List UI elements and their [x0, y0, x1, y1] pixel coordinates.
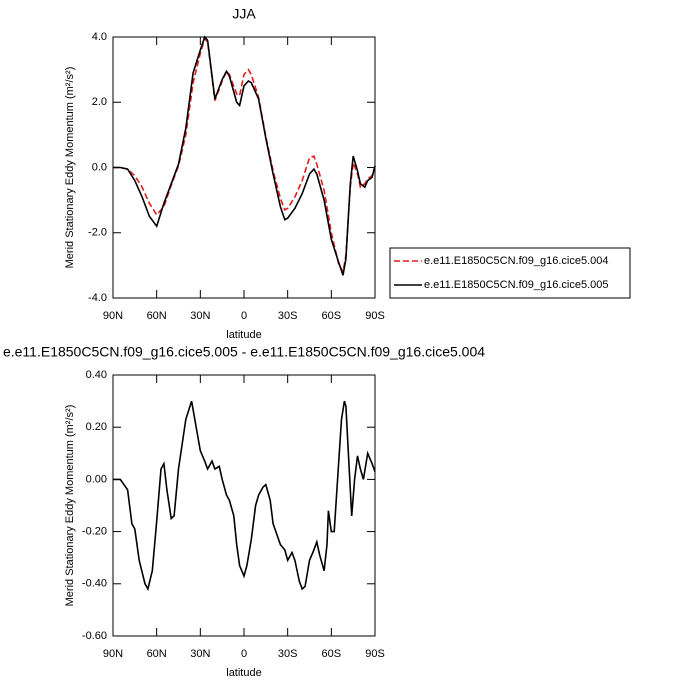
x-tick-label: 90S: [365, 648, 385, 660]
y-tick-label: -4.0: [88, 292, 107, 304]
legend-box: [389, 247, 631, 299]
y-tick-label: 0.0: [92, 161, 107, 173]
plot-frame: [112, 36, 376, 299]
y-tick-label: 0.40: [86, 369, 107, 381]
x-tick-label: 30S: [278, 310, 298, 322]
y-tick-label: 2.0: [92, 96, 107, 108]
x-tick-label: 60N: [147, 648, 167, 660]
x-axis-label: latitude: [226, 329, 261, 341]
x-tick-label: 30S: [278, 648, 298, 660]
y-tick-label: -0.60: [82, 630, 107, 642]
x-axis-label: latitude: [226, 667, 261, 679]
chart-title: JJA: [232, 6, 256, 22]
legend-label: e.e11.E1850C5CN.f09_g16.cice5.005: [424, 279, 609, 291]
line: [113, 35, 376, 276]
x-tick-label: 30N: [190, 648, 210, 660]
x-tick-label: 30N: [190, 310, 210, 322]
x-tick-label: 60S: [322, 648, 342, 660]
x-tick-label: 90N: [103, 310, 123, 322]
x-tick-label: 90N: [103, 648, 123, 660]
y-tick-label: -2.0: [88, 227, 107, 239]
x-tick-label: 60N: [147, 310, 167, 322]
x-tick-label: 90S: [365, 310, 385, 322]
legend-label: e.e11.E1850C5CN.f09_g16.cice5.004: [424, 255, 609, 267]
x-tick-label: 60S: [322, 310, 342, 322]
y-tick-label: 0.00: [86, 473, 107, 485]
y-tick-label: -0.20: [82, 526, 107, 538]
y-tick-label: 4.0: [92, 31, 107, 43]
line: [113, 400, 376, 592]
y-tick-label: -0.40: [82, 578, 107, 590]
y-axis-label: Merid Stationary Eddy Momentum (m²/s²): [64, 67, 76, 269]
y-tick-label: 0.20: [86, 421, 107, 433]
line: [113, 36, 376, 275]
chart-title: e.e11.E1850C5CN.f09_g16.cice5.005 - e.e1…: [3, 344, 485, 360]
plot-frame: [112, 374, 376, 637]
y-axis-label: Merid Stationary Eddy Momentum (m²/s²): [64, 405, 76, 607]
x-tick-label: 0: [241, 310, 247, 322]
x-tick-label: 0: [241, 648, 247, 660]
